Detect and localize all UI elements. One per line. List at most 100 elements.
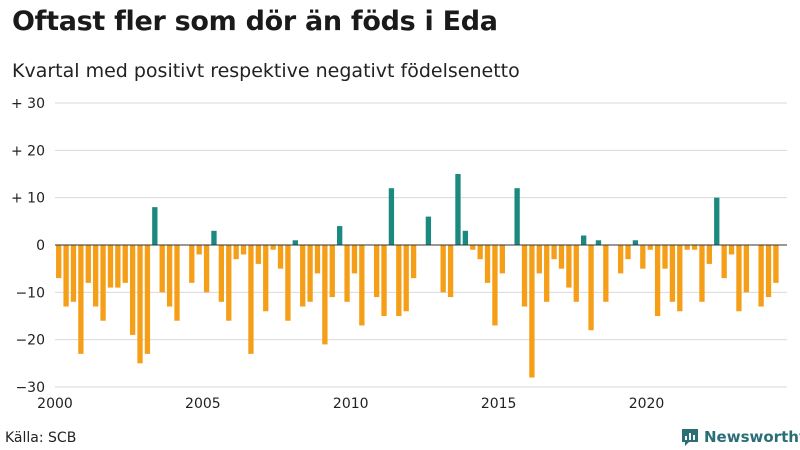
bar-quarter-84 <box>669 245 676 302</box>
bar-quarter-86 <box>684 245 690 250</box>
bar-quarter-97 <box>765 245 772 298</box>
x-tick-label: 2005 <box>185 396 221 412</box>
y-tick-label: + 20 <box>11 143 45 159</box>
bar-quarter-71 <box>573 245 579 302</box>
bar-quarter-89 <box>706 245 713 264</box>
bar-quarter-49 <box>410 245 417 279</box>
bar-quarter-60 <box>492 245 498 326</box>
bar-quarter-98 <box>773 245 779 283</box>
bar-quarter-2 <box>63 245 69 307</box>
bar-quarter-55 <box>455 174 461 245</box>
y-tick-label: + 10 <box>11 191 45 207</box>
bar-quarter-37 <box>322 245 328 345</box>
bar-quarter-53 <box>440 245 446 293</box>
bar-quarter-90 <box>714 197 720 245</box>
bar-quarter-12 <box>137 245 143 364</box>
bar-quarter-96 <box>758 245 764 307</box>
bar-quarter-46 <box>388 188 395 245</box>
bar-quarter-39 <box>337 226 343 245</box>
bar-quarter-73 <box>588 245 594 331</box>
bar-quarter-17 <box>174 245 180 321</box>
bar-quarter-44 <box>373 245 380 298</box>
bar-quarter-4 <box>78 245 84 354</box>
bar-quarter-91 <box>721 245 727 279</box>
x-tick-label: 2000 <box>37 396 73 412</box>
bar-quarter-35 <box>307 245 313 302</box>
bar-chart-speech-bubble-icon <box>682 429 698 446</box>
gridlines <box>55 102 787 388</box>
bar-quarter-59 <box>484 245 491 283</box>
y-tick-label: −10 <box>15 285 45 301</box>
bar-quarter-13 <box>144 245 151 354</box>
bar-quarter-1 <box>56 245 62 279</box>
bar-quarter-10 <box>122 245 128 283</box>
bar-quarter-29 <box>263 245 269 312</box>
bar-quarter-31 <box>277 245 284 269</box>
bar-quarter-74 <box>595 240 602 245</box>
bar-quarter-65 <box>529 245 535 378</box>
bar-quarter-57 <box>470 245 476 250</box>
y-tick-label: + 30 <box>11 96 45 112</box>
bar-quarter-22 <box>211 230 217 245</box>
bar-quarter-63 <box>514 188 520 245</box>
bar-quarter-54 <box>447 245 454 298</box>
bar-quarter-75 <box>603 245 609 302</box>
bar-quarter-11 <box>129 245 136 335</box>
bar-quarter-9 <box>115 245 121 288</box>
bar-quarter-6 <box>93 245 99 307</box>
bars <box>56 174 779 378</box>
source-note: Källa: SCB <box>5 430 77 446</box>
bar-quarter-5 <box>85 245 91 283</box>
bar-quarter-42 <box>359 245 365 326</box>
bar-quarter-36 <box>314 245 321 274</box>
bar-quarter-78 <box>625 245 631 260</box>
bar-quarter-14 <box>152 207 158 245</box>
chart-subtitle: Kvartal med positivt respektive negativt… <box>12 60 520 82</box>
bar-quarter-82 <box>654 245 661 316</box>
bar-quarter-68 <box>551 245 557 260</box>
bar-quarter-24 <box>226 245 232 321</box>
bar-quarter-8 <box>107 245 114 288</box>
bar-quarter-83 <box>662 245 668 269</box>
bar-quarter-51 <box>425 216 432 245</box>
bar-quarter-3 <box>70 245 77 302</box>
bar-quarter-27 <box>248 245 254 354</box>
bar-quarter-19 <box>189 245 195 283</box>
bar-quarter-58 <box>477 245 483 260</box>
bar-quarter-20 <box>196 245 202 255</box>
bar-quarter-26 <box>240 245 247 255</box>
bar-quarter-16 <box>166 245 173 307</box>
x-tick-label: 2015 <box>481 396 517 412</box>
y-tick-label: 0 <box>36 238 45 254</box>
bar-quarter-32 <box>285 245 291 321</box>
bar-quarter-48 <box>403 245 409 312</box>
bar-quarter-88 <box>699 245 705 302</box>
bar-quarter-67 <box>544 245 550 302</box>
bar-quarter-25 <box>233 245 239 260</box>
bar-quarter-66 <box>536 245 542 274</box>
bar-quarter-28 <box>255 245 261 264</box>
x-tick-label: 2010 <box>333 396 369 412</box>
bar-quarter-47 <box>396 245 402 316</box>
bar-quarter-21 <box>203 245 210 293</box>
bar-quarter-7 <box>100 245 106 321</box>
bar-quarter-40 <box>344 245 350 302</box>
bar-quarter-61 <box>499 245 505 274</box>
bar-quarter-80 <box>640 245 646 269</box>
bar-quarter-45 <box>381 245 387 316</box>
bar-quarter-69 <box>558 245 565 269</box>
bar-quarter-94 <box>743 245 749 293</box>
bar-quarter-81 <box>647 245 653 250</box>
y-tick-label: −20 <box>15 333 45 349</box>
bar-quarter-64 <box>521 245 528 307</box>
bar-quarter-79 <box>632 240 639 245</box>
bar-quarter-87 <box>691 245 698 250</box>
bar-quarter-41 <box>351 245 358 274</box>
bar-quarter-30 <box>270 245 276 250</box>
bar-quarter-56 <box>462 230 469 245</box>
brand-logo[interactable]: Newsworthy <box>680 427 800 447</box>
bar-quarter-72 <box>581 235 587 245</box>
x-tick-label: 2020 <box>629 396 665 412</box>
bar-quarter-85 <box>677 245 683 312</box>
